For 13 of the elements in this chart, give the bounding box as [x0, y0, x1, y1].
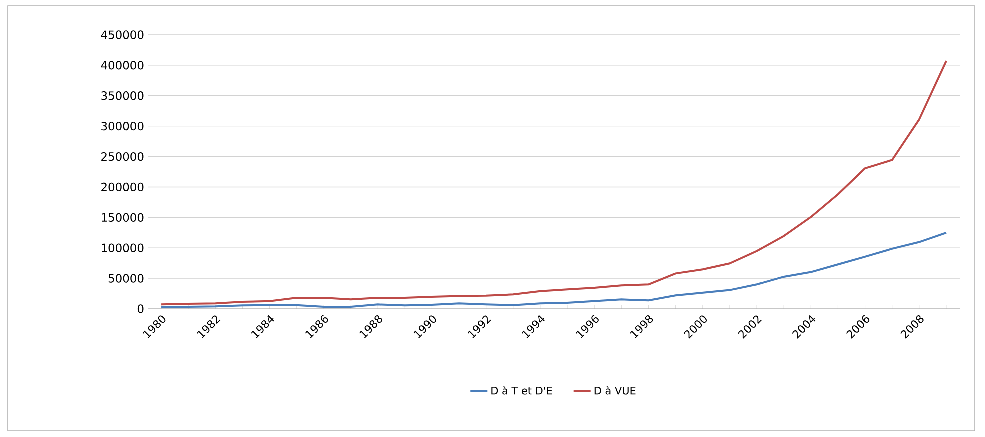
y-tick-label: 400000	[101, 61, 144, 70]
y-tick-label: 450000	[101, 30, 144, 40]
y-tick-label: 300000	[102, 122, 144, 131]
y-tick-label: 200000	[102, 182, 144, 192]
y-tick-label: 350000	[102, 92, 144, 100]
y-tick-label: 100000	[102, 244, 144, 252]
legend-label: D à VUE	[594, 386, 636, 395]
y-tick-label: 250000	[102, 152, 144, 162]
y-tick-label: 50000	[108, 274, 144, 283]
y-tick-label: 0	[138, 304, 144, 314]
line-series	[160, 60, 948, 306]
y-tick-label: 150000	[102, 213, 144, 222]
legend-label: D à T et D'E	[492, 386, 552, 395]
